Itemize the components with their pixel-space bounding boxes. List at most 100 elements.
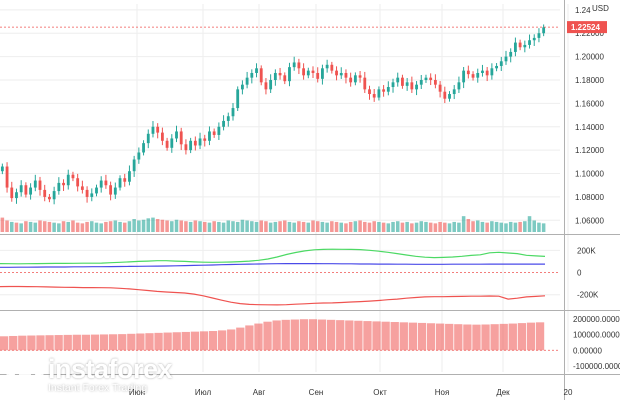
candlestick[interactable]	[123, 173, 127, 187]
candlestick[interactable]	[466, 65, 470, 79]
candlestick[interactable]	[24, 182, 28, 198]
candlestick[interactable]	[415, 81, 418, 96]
candlestick[interactable]	[302, 63, 306, 80]
candlestick[interactable]	[358, 70, 362, 83]
candlestick[interactable]	[537, 28, 541, 43]
candlestick[interactable]	[509, 48, 513, 63]
candlestick[interactable]	[485, 67, 489, 82]
candlestick[interactable]	[316, 67, 320, 83]
candlestick[interactable]	[132, 155, 136, 177]
candlestick[interactable]	[363, 71, 367, 93]
candlestick[interactable]	[48, 194, 51, 203]
candlestick[interactable]	[217, 122, 221, 140]
candlestick[interactable]	[321, 64, 324, 85]
candlestick[interactable]	[311, 66, 315, 79]
candlestick[interactable]	[377, 86, 381, 101]
candlestick[interactable]	[175, 125, 178, 143]
candlestick[interactable]	[344, 69, 348, 84]
candlestick[interactable]	[156, 123, 160, 139]
candlestick[interactable]	[255, 63, 258, 78]
candlestick[interactable]	[151, 121, 155, 138]
candlestick[interactable]	[288, 62, 291, 87]
candlestick[interactable]	[438, 81, 442, 98]
candlestick[interactable]	[495, 63, 498, 72]
candlestick[interactable]	[457, 76, 461, 93]
candlestick[interactable]	[292, 56, 296, 71]
candlestick[interactable]	[481, 64, 484, 77]
candlestick[interactable]	[523, 40, 527, 53]
candlestick[interactable]	[386, 81, 390, 96]
candlestick[interactable]	[90, 188, 94, 202]
candlestick[interactable]	[208, 126, 211, 146]
candlestick[interactable]	[57, 177, 61, 195]
candlestick[interactable]	[99, 176, 103, 193]
candlestick[interactable]	[325, 59, 329, 73]
candlestick[interactable]	[95, 184, 98, 197]
candlestick[interactable]	[410, 76, 414, 93]
candlestick[interactable]	[401, 74, 404, 89]
candlestick[interactable]	[452, 85, 456, 100]
candlestick[interactable]	[33, 174, 37, 192]
candlestick[interactable]	[382, 85, 386, 97]
candlestick[interactable]	[236, 86, 240, 111]
candlestick[interactable]	[240, 80, 244, 95]
candlestick[interactable]	[198, 132, 202, 150]
candlestick[interactable]	[368, 85, 371, 100]
candlestick[interactable]	[283, 72, 287, 85]
candlestick[interactable]	[245, 71, 249, 89]
candlestick[interactable]	[429, 73, 433, 86]
candlestick[interactable]	[226, 112, 230, 127]
candlestick[interactable]	[71, 171, 75, 182]
candlestick[interactable]	[52, 186, 56, 205]
candlestick[interactable]	[62, 179, 65, 191]
candlestick[interactable]	[528, 34, 531, 49]
candlestick[interactable]	[396, 72, 400, 87]
candlestick[interactable]	[231, 103, 235, 121]
candlestick[interactable]	[66, 169, 70, 190]
candlestick[interactable]	[85, 186, 89, 203]
candlestick[interactable]	[335, 66, 338, 81]
candlestick[interactable]	[142, 140, 145, 156]
candlestick[interactable]	[170, 134, 174, 153]
candlestick[interactable]	[0, 163, 4, 175]
candlestick[interactable]	[189, 137, 193, 154]
candlestick[interactable]	[419, 74, 423, 90]
candlestick[interactable]	[193, 136, 197, 151]
candlestick[interactable]	[104, 174, 108, 189]
candlestick[interactable]	[471, 71, 475, 81]
candlestick[interactable]	[513, 37, 517, 57]
candlestick[interactable]	[443, 86, 447, 104]
candlestick[interactable]	[490, 63, 494, 80]
candlestick[interactable]	[391, 78, 395, 93]
candlestick[interactable]	[179, 127, 183, 151]
candlestick[interactable]	[330, 61, 334, 74]
candlestick[interactable]	[113, 182, 117, 199]
candlestick[interactable]	[532, 34, 536, 46]
candlestick[interactable]	[504, 50, 508, 65]
candlestick[interactable]	[38, 176, 42, 196]
candlestick[interactable]	[165, 137, 169, 151]
candlestick[interactable]	[184, 139, 188, 155]
candlestick[interactable]	[15, 188, 18, 204]
candlestick[interactable]	[118, 175, 122, 191]
candlestick[interactable]	[353, 72, 357, 86]
candlestick[interactable]	[203, 134, 207, 147]
candlestick[interactable]	[448, 91, 451, 102]
candlestick[interactable]	[278, 67, 282, 80]
candlestick[interactable]	[5, 162, 9, 193]
candlestick[interactable]	[146, 129, 150, 149]
candlestick[interactable]	[212, 128, 216, 138]
candlestick[interactable]	[109, 181, 113, 201]
candlestick[interactable]	[43, 184, 47, 202]
candlestick[interactable]	[19, 180, 23, 197]
candlestick[interactable]	[137, 147, 141, 164]
candlestick[interactable]	[259, 65, 263, 86]
candlestick[interactable]	[518, 39, 522, 51]
candlestick[interactable]	[462, 67, 466, 89]
candlestick[interactable]	[499, 56, 503, 71]
candlestick[interactable]	[542, 24, 546, 37]
candlestick[interactable]	[339, 67, 343, 79]
candlestick[interactable]	[250, 69, 254, 84]
candlestick[interactable]	[160, 127, 164, 146]
